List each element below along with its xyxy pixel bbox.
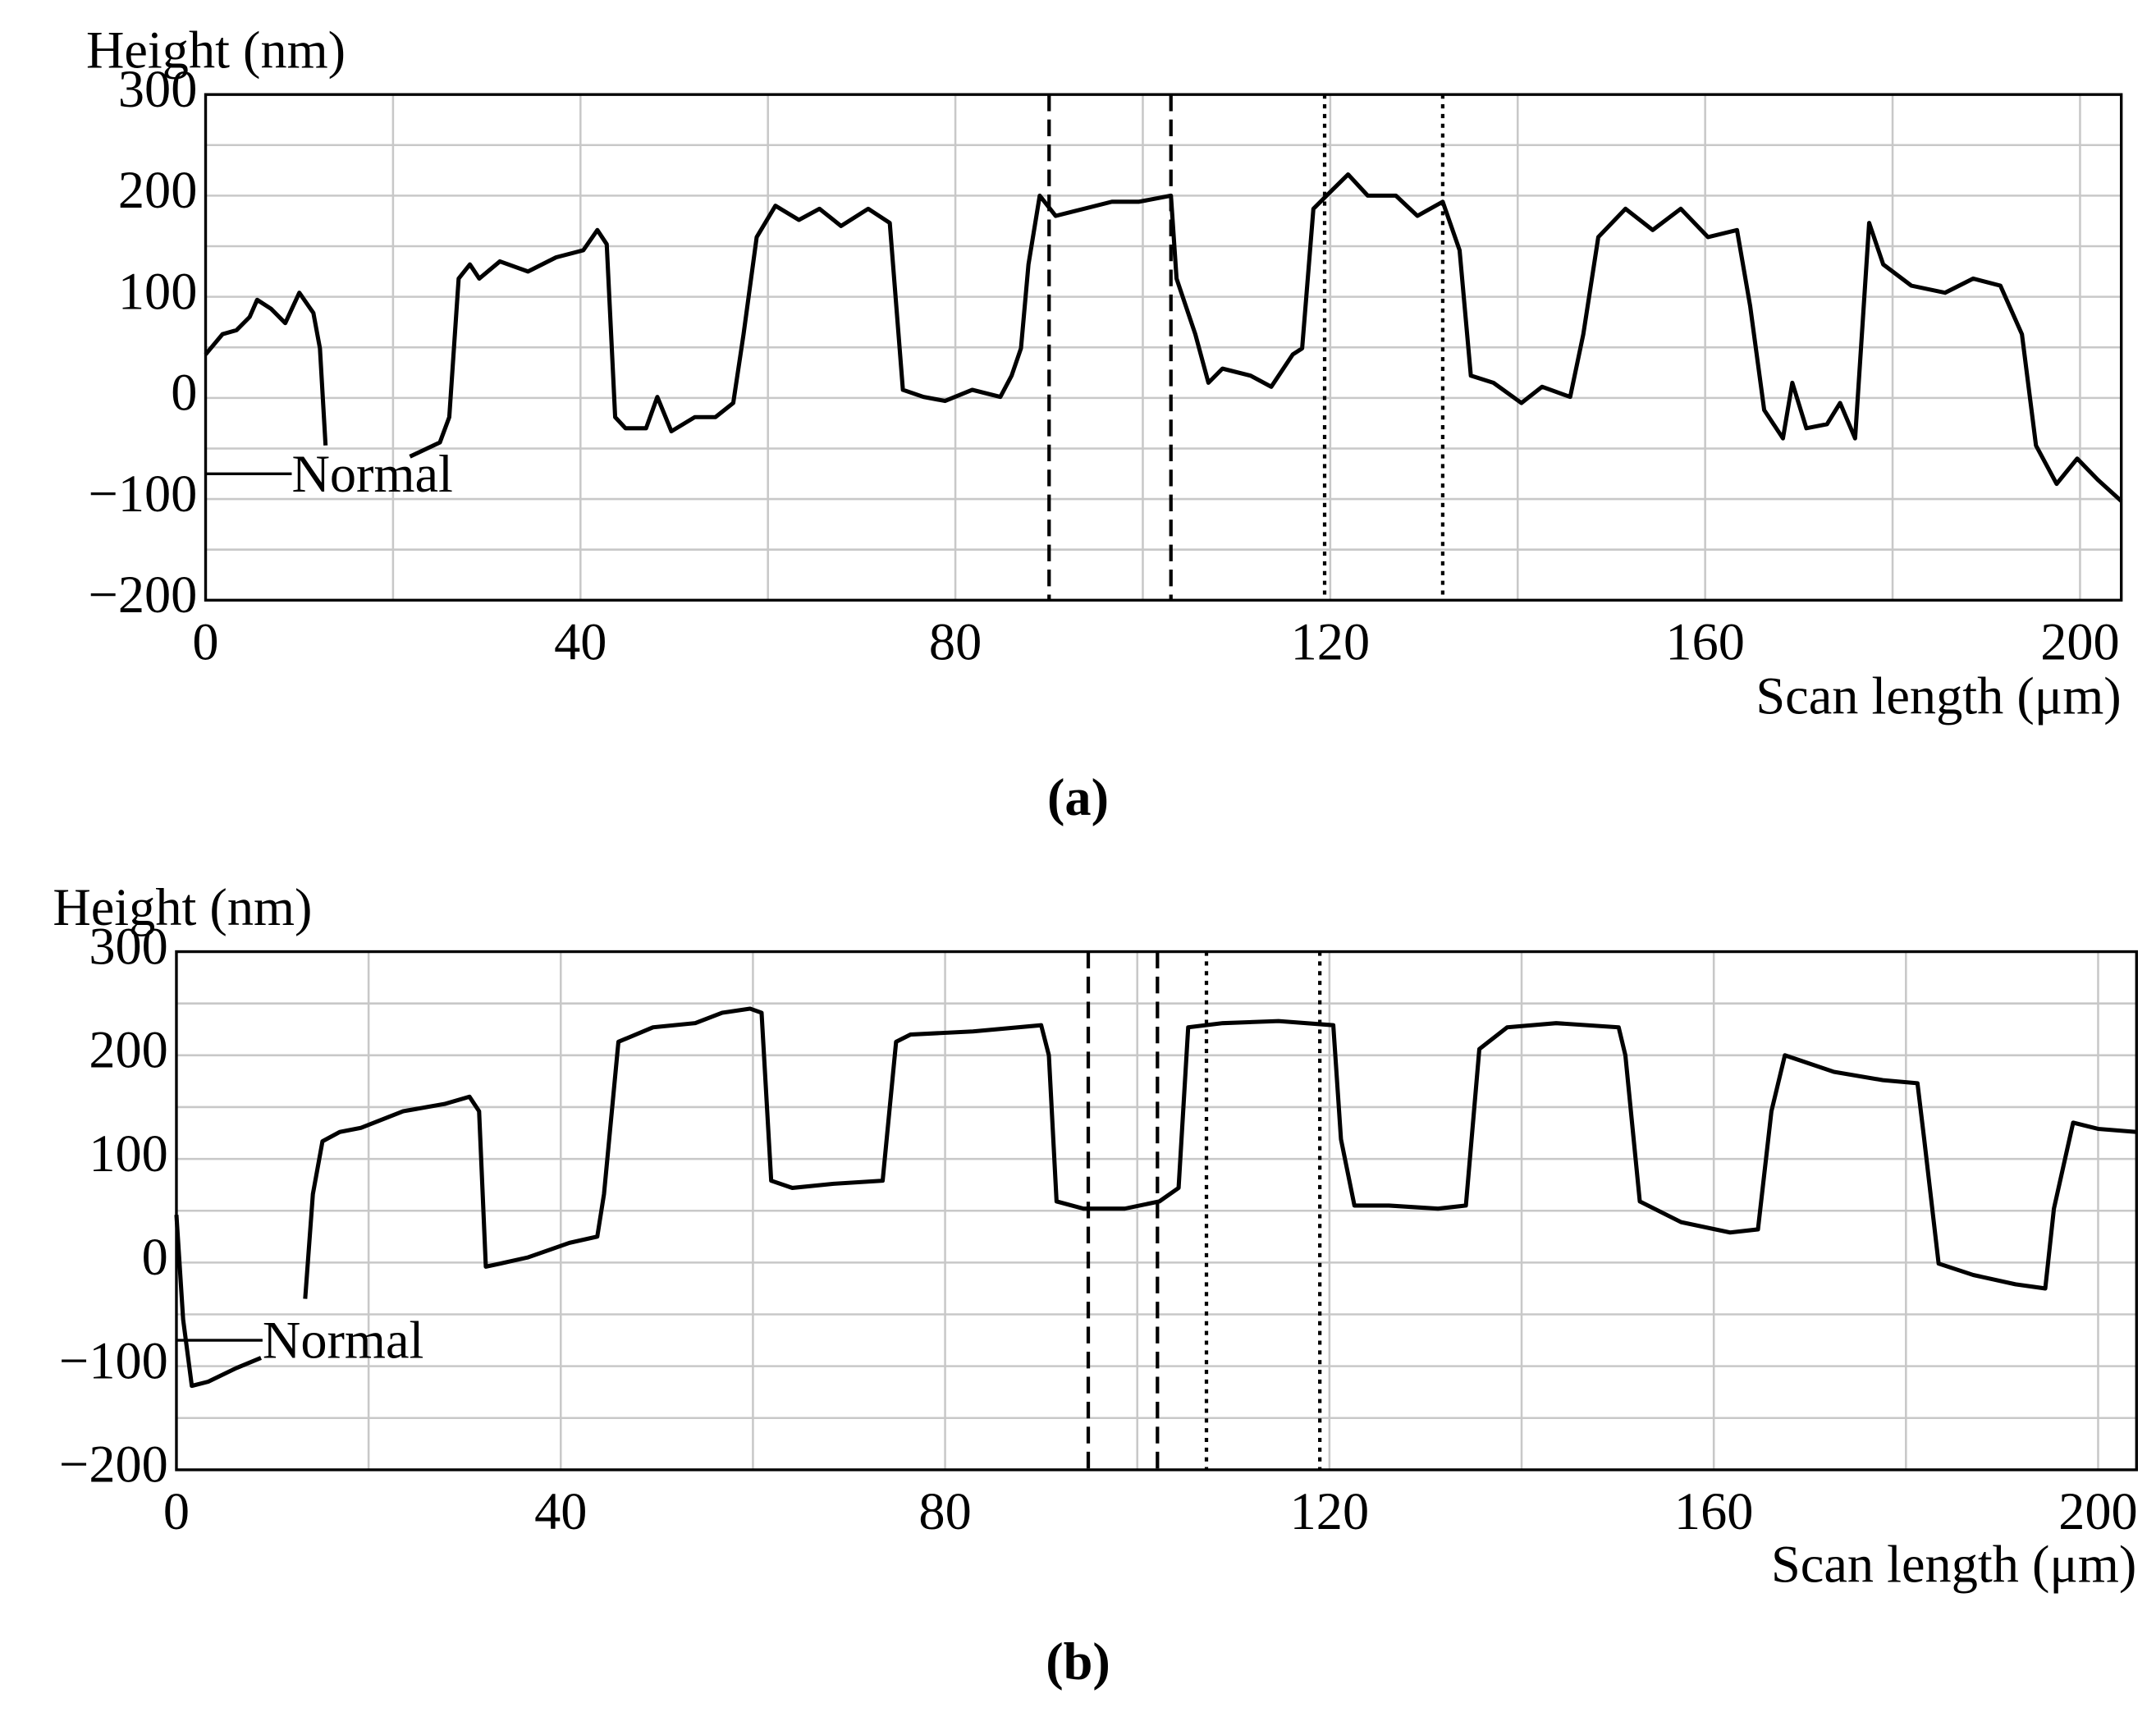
x-tick-label: 160 [1665, 613, 1744, 671]
y-tick-label: 100 [118, 262, 197, 320]
x-tick-label: 120 [1290, 1482, 1369, 1540]
x-tick-label: 80 [929, 613, 982, 671]
x-axis-label: Scan length (μm) [1771, 1536, 2136, 1594]
y-tick-label: 300 [118, 60, 197, 118]
y-tick-label: −100 [89, 465, 198, 523]
y-tick-label: 200 [89, 1021, 167, 1079]
y-tick-label: −200 [89, 565, 198, 624]
x-tick-label: 40 [534, 1482, 587, 1540]
x-tick-label: 160 [1674, 1482, 1753, 1540]
x-tick-label: 200 [2058, 1482, 2137, 1540]
legend-label: Normal [291, 445, 452, 503]
x-tick-label: 0 [192, 613, 218, 671]
y-tick-label: 100 [89, 1124, 167, 1183]
y-axis-label: Height (nm) [53, 878, 312, 936]
data-line [174, 1006, 2137, 1389]
data-line [204, 172, 2123, 503]
caption: (b) [1046, 1632, 1110, 1691]
caption: (a) [1047, 768, 1109, 826]
x-tick-label: 80 [918, 1482, 971, 1540]
x-tick-label: 0 [163, 1482, 190, 1540]
plot-frame [175, 950, 2138, 1472]
x-axis-label: Scan length (μm) [1755, 667, 2121, 726]
y-axis-label: Height (nm) [86, 21, 346, 80]
y-tick-label: 200 [118, 161, 197, 219]
x-tick-label: 40 [554, 613, 607, 671]
legend-label: Normal [263, 1311, 423, 1370]
plot-frame [204, 93, 2123, 602]
y-tick-label: 300 [89, 917, 167, 975]
x-tick-label: 200 [2040, 613, 2119, 671]
y-tick-label: 0 [142, 1228, 168, 1286]
y-tick-label: −200 [59, 1435, 168, 1494]
x-tick-label: 120 [1291, 613, 1370, 671]
y-tick-label: 0 [171, 364, 197, 422]
y-tick-label: −100 [59, 1331, 168, 1389]
